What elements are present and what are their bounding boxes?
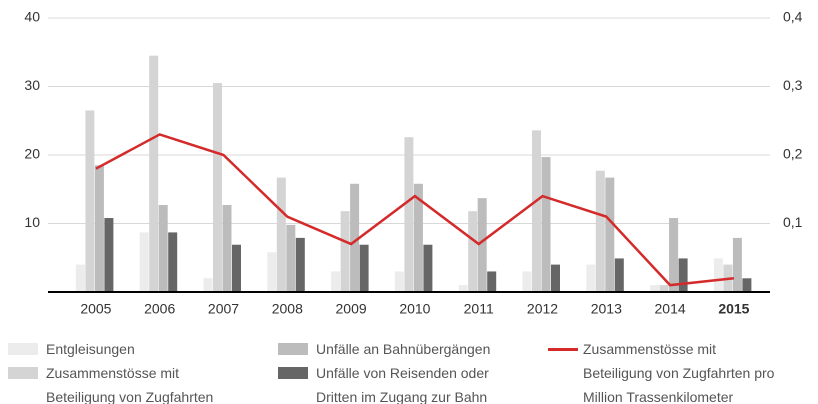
bar xyxy=(331,271,341,292)
x-tick-label: 2014 xyxy=(655,301,686,317)
x-tick-label: 2011 xyxy=(464,301,494,317)
bar xyxy=(614,258,624,292)
bar xyxy=(477,198,487,292)
y2-tick-label: 0,3 xyxy=(783,77,803,93)
bar xyxy=(458,285,468,292)
x-tick-label: 2015 xyxy=(718,301,749,317)
legend-label: Zusammenstösse mit Beteiligung von Zugfa… xyxy=(46,365,214,404)
y-tick-label: 30 xyxy=(24,77,40,93)
legend-label: Unfälle von Reisenden oder Dritten im Zu… xyxy=(316,365,489,404)
bar xyxy=(595,170,605,292)
x-tick-label: 2007 xyxy=(208,301,239,317)
bar xyxy=(551,264,560,292)
bar xyxy=(394,271,404,292)
bar xyxy=(232,244,241,292)
bar xyxy=(168,232,178,292)
y2-tick-label: 0,2 xyxy=(783,146,803,162)
bar xyxy=(350,183,360,292)
legend-swatch xyxy=(8,367,38,379)
y-tick-label: 10 xyxy=(24,214,40,230)
legend-label: Zusammenstösse mit Beteiligung von Zugfa… xyxy=(583,341,775,404)
bar xyxy=(413,183,423,292)
bar xyxy=(732,237,742,292)
bar xyxy=(404,137,414,292)
bar xyxy=(605,177,615,292)
bar xyxy=(75,264,85,292)
bar xyxy=(94,165,104,292)
bar xyxy=(532,130,541,292)
bar xyxy=(713,258,723,292)
line xyxy=(95,133,735,287)
bar xyxy=(669,218,679,292)
bar xyxy=(104,218,114,292)
bar xyxy=(522,271,532,292)
bar xyxy=(295,237,305,292)
bar xyxy=(678,258,688,292)
bar xyxy=(487,271,497,292)
y-tick-label: 20 xyxy=(24,146,40,162)
x-tick-label: 2008 xyxy=(272,301,303,317)
legend-label: Unfälle an Bahnübergängen xyxy=(316,341,491,357)
bar xyxy=(85,110,95,292)
legend-label: Entgleisungen xyxy=(46,341,135,357)
bar xyxy=(286,224,296,292)
bar xyxy=(650,285,660,292)
bar xyxy=(139,232,149,292)
legend-swatch xyxy=(278,343,308,355)
bar xyxy=(541,157,551,292)
x-tick-label: 2010 xyxy=(399,301,430,317)
x-tick-label: 2006 xyxy=(144,301,175,317)
x-tick-label: 2013 xyxy=(591,301,622,317)
bar xyxy=(222,205,232,292)
y-tick-label: 40 xyxy=(24,9,40,25)
bar xyxy=(359,244,369,292)
bar xyxy=(158,205,168,292)
x-tick-label: 2009 xyxy=(336,301,367,317)
legend-swatch xyxy=(548,348,578,351)
bar xyxy=(742,278,752,292)
x-tick-label: 2012 xyxy=(527,301,558,317)
bar xyxy=(149,55,159,292)
bar xyxy=(423,244,433,292)
bar xyxy=(586,264,596,292)
bar xyxy=(468,211,478,292)
x-tick-label: 2005 xyxy=(80,301,111,317)
bar xyxy=(340,211,350,292)
legend-swatch xyxy=(8,343,38,355)
bar xyxy=(267,252,277,292)
bar xyxy=(659,285,669,292)
plot: 10 20 30 40 0,1 0,2 0,3 0,4 2005 2006 2007 2008 2009… xyxy=(24,9,803,317)
legend-swatch xyxy=(278,367,308,379)
y2-tick-label: 0,4 xyxy=(783,9,803,25)
bar xyxy=(213,83,222,292)
bar xyxy=(276,177,286,292)
y2-tick-label: 0,1 xyxy=(783,214,803,230)
bar xyxy=(203,278,213,292)
